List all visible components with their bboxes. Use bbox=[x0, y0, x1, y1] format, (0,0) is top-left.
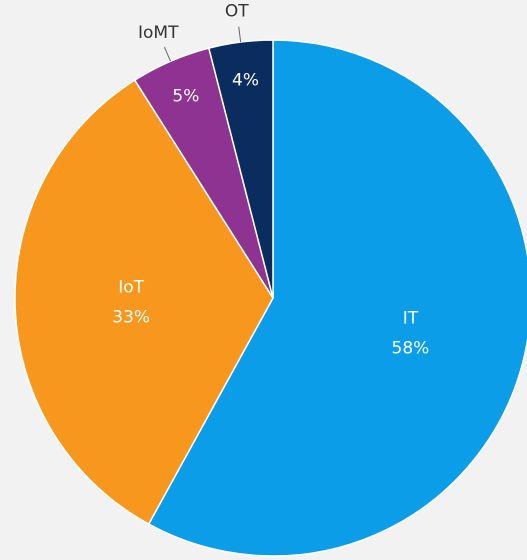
slice-value-label: 58% bbox=[392, 338, 430, 358]
leader-line bbox=[238, 26, 242, 43]
pie-slice bbox=[207, 39, 274, 299]
slice-value-label: 4% bbox=[232, 70, 259, 90]
slice-value-label: 33% bbox=[112, 307, 150, 327]
slice-name-label: IoMT bbox=[138, 23, 179, 43]
pie-slice bbox=[14, 79, 274, 526]
leader-line bbox=[163, 46, 171, 62]
slice-name-label: OT bbox=[225, 1, 249, 21]
slice-name-label: IT bbox=[403, 308, 419, 328]
slice-value-label: 5% bbox=[172, 87, 199, 107]
pie-slice bbox=[147, 39, 527, 557]
slice-name-label: IoT bbox=[118, 277, 144, 297]
